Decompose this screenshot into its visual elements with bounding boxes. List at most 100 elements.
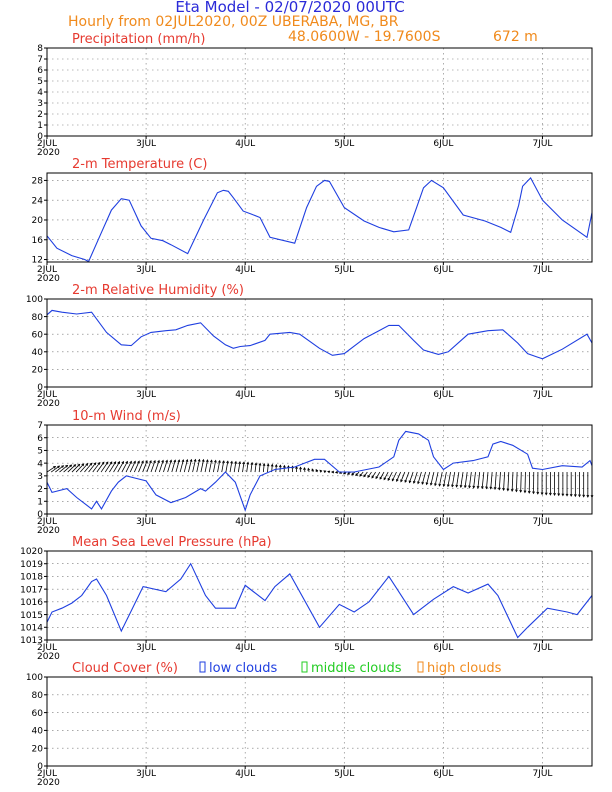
wind-arrow — [117, 461, 124, 473]
wind-arrowhead — [527, 490, 531, 494]
panel-title: 10-m Wind (m/s) — [72, 409, 181, 424]
wind-arrowhead — [485, 486, 489, 490]
panel-cloud: 0 20 40 60 80 100 2JUL2020 3JUL 4JUL 5JUL 6JUL 7JUL… — [26, 661, 593, 788]
wind-arrow — [447, 471, 451, 487]
wind-arrowhead — [536, 491, 540, 495]
wind-arrow — [421, 471, 426, 485]
wind-arrowhead — [153, 459, 156, 463]
y-tick-label: 4 — [37, 88, 43, 98]
y-tick-label: 2 — [37, 485, 43, 495]
wind-arrowhead — [73, 464, 77, 467]
wind-arrowhead — [57, 465, 61, 469]
wind-arrowhead — [396, 478, 399, 482]
y-tick-label: 1014 — [20, 623, 43, 633]
wind-arrowhead — [476, 485, 480, 489]
wind-arrow — [262, 463, 265, 473]
wind-arrow — [404, 471, 410, 483]
panel-frame — [46, 47, 593, 137]
wind-arrowhead — [578, 494, 581, 498]
legend-label-middle: middle clouds — [311, 661, 402, 676]
wind-arrowhead — [425, 482, 429, 486]
wind-arrow — [503, 472, 506, 491]
panel-title: Cloud Cover (%) — [72, 661, 178, 676]
wind-arrow — [79, 463, 89, 473]
wind-arrowhead — [213, 459, 217, 463]
wind-arrowhead — [351, 472, 354, 476]
wind-arrowhead — [463, 485, 467, 489]
x-tick-label: 2JUL — [37, 390, 57, 400]
wind-arrow — [129, 461, 136, 473]
y-tick-label: 60 — [32, 709, 44, 719]
wind-arrowhead — [299, 466, 302, 470]
wind-arrowhead — [363, 474, 367, 478]
wind-arrow — [490, 472, 493, 489]
wind-arrowhead — [101, 461, 105, 465]
location-elevation: 672 m — [493, 29, 538, 45]
wind-arrowhead — [149, 460, 152, 464]
wind-arrowhead — [429, 482, 433, 486]
wind-arrowhead — [519, 489, 523, 493]
wind-arrow — [96, 462, 105, 473]
wind-arrowhead — [125, 460, 128, 464]
wind-arrow — [375, 471, 381, 479]
panel-frame — [46, 298, 593, 388]
x-tick-label: 3JUL — [136, 769, 156, 779]
x-tick-label: 4JUL — [235, 390, 255, 400]
wind-arrow — [221, 460, 225, 473]
y-tick-label: 1020 — [20, 547, 43, 557]
wind-arrow — [167, 460, 172, 473]
x-tick-label: 7JUL — [532, 390, 552, 400]
y-tick-label: 1019 — [20, 560, 43, 570]
chart-title: Eta Model - 02/07/2020 00UTC — [175, 0, 404, 16]
wind-arrow — [208, 460, 213, 473]
y-tick-label: 1015 — [20, 611, 43, 621]
wind-arrow — [481, 472, 485, 489]
y-tick-label: 40 — [32, 727, 44, 737]
wind-arrow — [258, 463, 261, 473]
wind-arrow — [400, 471, 406, 482]
x-tick-label: 3JUL — [136, 390, 156, 400]
wind-arrowhead — [544, 492, 548, 496]
x-tick-label: 2JUL — [37, 265, 57, 275]
wind-arrow — [179, 459, 184, 473]
x-tick-label: 2JUL — [37, 139, 57, 149]
wind-arrow — [204, 459, 209, 473]
x-tick-label: 7JUL — [532, 517, 552, 527]
x-year-label: 2020 — [37, 399, 60, 409]
wind-arrowhead — [367, 475, 371, 478]
wind-arrowhead — [282, 464, 286, 468]
wind-arrowhead — [270, 463, 274, 467]
y-tick-label: 80 — [32, 313, 44, 323]
wind-arrowhead — [230, 460, 233, 464]
x-tick-label: 7JUL — [532, 769, 552, 779]
wind-arrow — [171, 460, 176, 473]
wind-arrowhead — [274, 464, 278, 468]
wind-arrowhead — [586, 494, 590, 498]
wind-arrowhead — [515, 489, 518, 493]
wind-arrowhead — [197, 458, 201, 462]
wind-arrow — [473, 471, 476, 488]
wind-arrow — [92, 462, 101, 473]
y-tick-label: 2 — [37, 110, 43, 120]
wind-arrowhead — [472, 485, 476, 489]
wind-arrow — [468, 471, 472, 488]
panel-frame — [46, 172, 593, 263]
wind-arrowhead — [137, 460, 140, 464]
wind-arrowhead — [185, 458, 189, 462]
wind-arrowhead — [218, 459, 221, 463]
wind-arrow — [183, 459, 188, 473]
x-tick-label: 2JUL — [37, 643, 57, 653]
wind-arrow — [88, 462, 97, 473]
wind-arrow — [430, 471, 435, 486]
panel-mslp: 1013 1014 1015 1016 1017 1018 1019 1020 2JUL2020… — [20, 535, 593, 662]
wind-arrowhead — [173, 459, 177, 463]
y-tick-label: 5 — [37, 77, 43, 87]
wind-arrow — [275, 464, 277, 473]
wind-arrowhead — [226, 460, 229, 464]
series-line-wind-0 — [46, 430, 593, 512]
y-tick-label: 3 — [37, 472, 43, 482]
wind-arrowhead — [266, 463, 270, 467]
wind-arrowhead — [561, 493, 565, 497]
